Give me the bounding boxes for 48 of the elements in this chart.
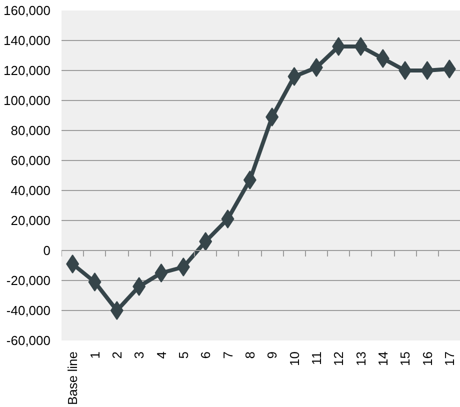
x-tick-label: 6 [198,351,214,359]
x-tick-label: 16 [420,351,435,366]
x-tick-label: 12 [331,351,346,366]
x-tick-label: 9 [264,351,280,359]
x-tick-label: 11 [308,351,324,365]
y-tick-label: 100,000 [4,93,51,108]
point [332,37,346,56]
y-tick-label: 80,000 [10,123,51,138]
y-tick-label: 120,000 [4,63,51,78]
y-tick-label: -60,000 [6,333,51,348]
x-tick-label: 8 [242,351,258,359]
point [110,301,124,320]
y-tick-label: -20,000 [6,273,51,288]
point [310,58,323,77]
point [288,67,301,86]
point [398,61,412,80]
x-tick-label: 2 [109,351,124,359]
x-tick-label: Base line [65,351,80,405]
point [376,49,390,68]
point [66,254,80,274]
y-tick-label: 0 [43,243,51,258]
point [176,258,190,276]
x-tick-label: 7 [220,351,236,359]
y-tick-label: -40,000 [6,303,51,318]
point [243,170,256,190]
x-tick-label: 3 [132,351,147,359]
point [199,232,212,251]
x-tick-label: 4 [154,351,169,359]
y-tick-label: 20,000 [10,213,51,228]
point [442,60,456,78]
x-tick-label: 17 [442,351,457,366]
point [420,61,434,80]
point [221,210,234,228]
point [154,264,168,282]
x-tick-label: 13 [353,351,368,366]
point [88,272,102,292]
x-tick-label: 14 [375,351,390,366]
x-tick-label: 1 [87,351,102,359]
point [132,277,146,296]
x-tick-label: 10 [286,351,302,366]
y-tick-label: 140,000 [4,33,51,48]
x-tick-label: 5 [176,351,191,359]
point [354,37,368,56]
y-tick-label: 40,000 [10,183,51,198]
y-tick-label: 160,000 [4,3,51,18]
point [266,108,279,126]
x-tick-label: 15 [398,351,413,366]
y-tick-label: 60,000 [10,153,51,168]
